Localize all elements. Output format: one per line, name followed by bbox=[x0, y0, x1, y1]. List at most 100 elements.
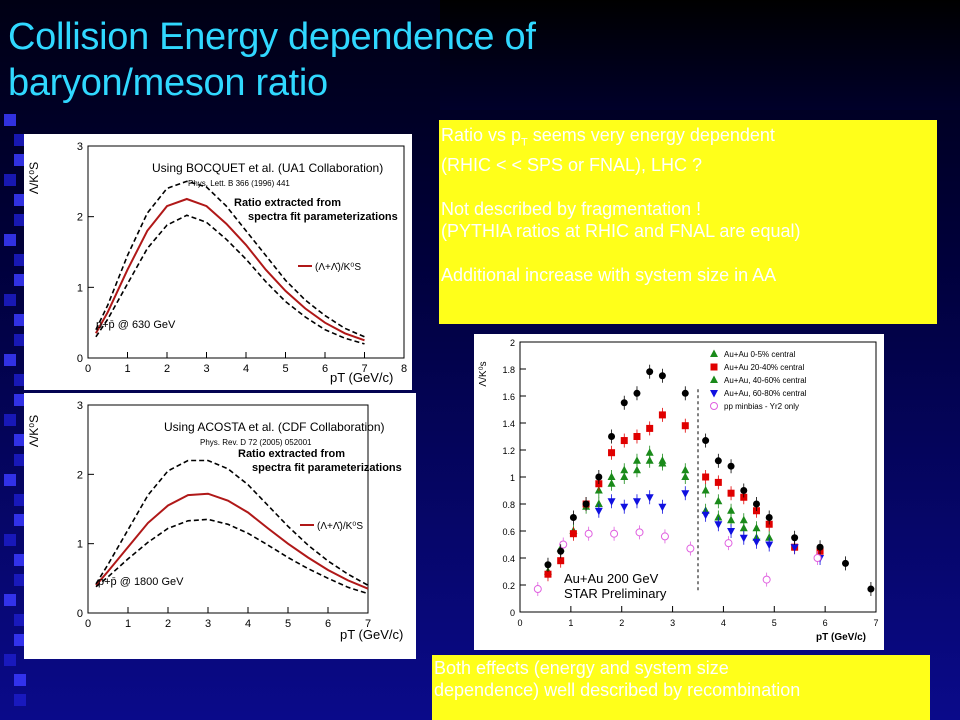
data-point bbox=[727, 489, 735, 497]
comment-line-3: Not described by fragmentation ! bbox=[441, 198, 702, 219]
data-point bbox=[557, 557, 565, 565]
reference: Phys. Lett. B 366 (1996) 441 bbox=[188, 179, 290, 188]
data-point bbox=[681, 490, 690, 498]
data-point bbox=[701, 511, 710, 520]
decor-square bbox=[14, 554, 26, 566]
x-tick-label: 0 bbox=[85, 363, 91, 375]
x-axis-label: pT (GeV/c) bbox=[816, 632, 866, 643]
y-tick-label: 2 bbox=[77, 212, 83, 224]
x-tick-label: 1 bbox=[568, 618, 573, 628]
data-point bbox=[608, 433, 616, 440]
y-tick-label: 2 bbox=[510, 338, 515, 348]
x-tick-label: 4 bbox=[243, 363, 249, 375]
legend-label: Au+Au, 60-80% central bbox=[724, 389, 807, 398]
data-point bbox=[681, 389, 689, 397]
title-line-1: Collision Energy dependence of bbox=[8, 16, 536, 58]
star-ratio-chart: 0 1 2 3 4 5 6 7 0 0.2 0.4 0.6 0.8 1 1.2 1.4 1.6 1.8 2 Au+Au… bbox=[478, 338, 879, 643]
uncertainty-curve bbox=[95, 180, 365, 338]
data-point bbox=[569, 514, 577, 521]
data-point bbox=[790, 544, 799, 552]
data-point bbox=[739, 523, 748, 532]
summary-line-1: Both effects (energy and system size bbox=[434, 658, 729, 678]
data-point bbox=[544, 561, 552, 569]
data-point bbox=[765, 514, 773, 521]
data-point bbox=[658, 503, 667, 512]
data-point bbox=[620, 399, 628, 407]
y-tick-label: 2 bbox=[77, 469, 83, 481]
ua1-ratio-chart: 0 1 2 3 4 5 6 7 8 0 1 2 3 Using BOCQUET et al. (UA1 C… bbox=[27, 141, 407, 385]
x-tick-label: 2 bbox=[165, 618, 171, 630]
data-point bbox=[752, 523, 761, 532]
data-point bbox=[841, 559, 849, 567]
data-point bbox=[702, 473, 710, 481]
y-tick-label: 1 bbox=[510, 473, 515, 483]
y-tick-label: 1 bbox=[77, 539, 83, 551]
star-plot-panel: 0 1 2 3 4 5 6 7 0 0.2 0.4 0.6 0.8 1 1.2 1.4 1.6 1.8 2 Au+Au… bbox=[474, 334, 884, 650]
annotation-line-1: Ratio extracted from bbox=[234, 197, 341, 209]
data-point bbox=[714, 457, 722, 465]
x-tick-label: 2 bbox=[619, 618, 624, 628]
data-point bbox=[727, 506, 736, 514]
data-point bbox=[739, 515, 748, 524]
decor-square bbox=[14, 614, 26, 626]
data-point bbox=[681, 422, 689, 430]
y-tick-label: 0.4 bbox=[502, 554, 515, 564]
annotation-line-1: Ratio extracted from bbox=[238, 448, 345, 460]
decor-square bbox=[14, 694, 26, 706]
data-point bbox=[740, 487, 748, 494]
x-tick-label: 3 bbox=[670, 618, 675, 628]
decor-square bbox=[4, 474, 16, 486]
data-point bbox=[816, 543, 824, 551]
data-point bbox=[645, 494, 654, 502]
summary-line-2: dependence) well described by recombinat… bbox=[434, 680, 801, 700]
data-point bbox=[594, 507, 603, 516]
decor-square bbox=[4, 174, 16, 186]
decor-square bbox=[4, 234, 16, 246]
x-tick-label: 4 bbox=[245, 618, 251, 630]
uncertainty-curve bbox=[95, 214, 365, 345]
data-point bbox=[559, 540, 568, 549]
decor-square bbox=[14, 674, 26, 686]
data-point bbox=[714, 478, 722, 486]
system-label: p+p̄ @ 630 GeV bbox=[96, 319, 176, 331]
decor-square bbox=[14, 194, 26, 206]
data-point bbox=[727, 515, 736, 524]
data-point bbox=[595, 473, 603, 481]
decor-square bbox=[14, 394, 26, 406]
chart-title: Using ACOSTA et al. (CDF Collaboration) bbox=[164, 420, 385, 434]
data-point bbox=[702, 437, 710, 445]
legend-label: (Λ+Λ̄)/K⁰S bbox=[315, 262, 361, 273]
x-tick-label: 1 bbox=[124, 363, 130, 375]
legend-label: pp minbias - Yr2 only bbox=[724, 402, 799, 411]
data-point bbox=[813, 554, 822, 562]
y-tick-label: 1.8 bbox=[502, 365, 515, 375]
y-tick-label: 0.2 bbox=[502, 581, 515, 591]
data-point bbox=[762, 575, 771, 584]
x-tick-label: 0 bbox=[85, 618, 91, 630]
data-point bbox=[646, 368, 654, 376]
data-point bbox=[727, 462, 735, 470]
annotation-line-2: spectra fit parameterizations bbox=[248, 211, 398, 223]
data-point bbox=[867, 585, 875, 593]
x-tick-label: 3 bbox=[203, 363, 209, 375]
decor-square bbox=[4, 294, 16, 306]
data-point bbox=[635, 528, 644, 537]
decor-square bbox=[14, 214, 26, 226]
decor-square bbox=[4, 114, 16, 126]
data-point bbox=[632, 465, 641, 474]
decor-square bbox=[14, 334, 26, 346]
decor-square bbox=[14, 574, 26, 586]
y-axis-label: Λ/K⁰S bbox=[27, 415, 41, 447]
title-line-2: baryon/meson ratio bbox=[8, 62, 328, 104]
x-tick-label: 5 bbox=[772, 618, 777, 628]
data-point bbox=[620, 472, 629, 480]
cdf-ratio-chart: 0 1 2 3 4 5 6 7 0 1 2 3 Using ACOSTA et al. (CDF Col… bbox=[27, 400, 403, 642]
decor-square bbox=[4, 354, 16, 366]
x-tick-label: 8 bbox=[401, 363, 407, 375]
y-tick-label: 1.6 bbox=[502, 392, 515, 402]
y-tick-label: 0 bbox=[77, 608, 83, 620]
legend-label: Au+Au, 40-60% central bbox=[724, 376, 807, 385]
x-tick-label: 5 bbox=[282, 363, 288, 375]
decor-square bbox=[4, 534, 16, 546]
data-point bbox=[632, 498, 641, 506]
